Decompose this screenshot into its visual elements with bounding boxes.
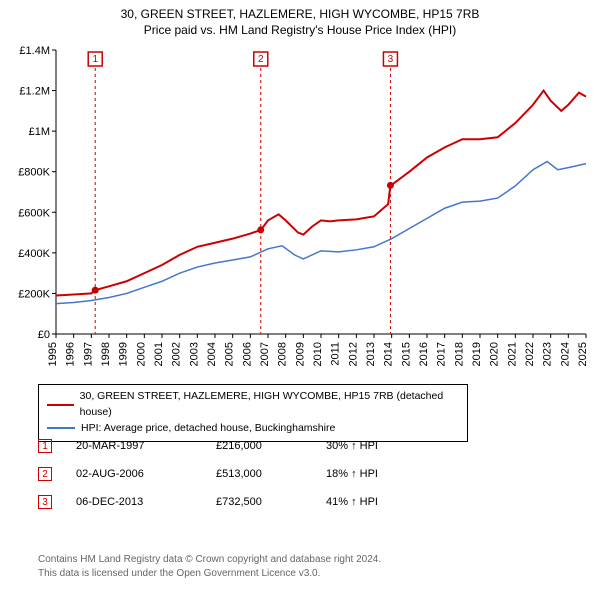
- svg-text:1998: 1998: [100, 342, 112, 366]
- svg-text:1: 1: [92, 54, 98, 65]
- svg-text:2012: 2012: [347, 342, 359, 366]
- svg-text:£1.4M: £1.4M: [19, 45, 50, 57]
- svg-text:2004: 2004: [206, 342, 218, 366]
- svg-text:2025: 2025: [577, 342, 589, 366]
- transaction-marker-icon: 2: [38, 467, 52, 481]
- svg-text:2007: 2007: [259, 342, 271, 366]
- chart-svg: £0 £200K £400K £600K £800K £1M £1.2M £1.4M 1995 1…: [8, 44, 592, 376]
- svg-text:£800K: £800K: [18, 167, 50, 179]
- legend-swatch-price-paid: [47, 404, 74, 406]
- svg-text:£1M: £1M: [29, 126, 50, 138]
- footer-line-2: This data is licensed under the Open Gov…: [38, 567, 381, 581]
- svg-text:2005: 2005: [224, 342, 236, 366]
- footer-attribution: Contains HM Land Registry data © Crown c…: [38, 553, 381, 580]
- svg-text:2002: 2002: [171, 342, 183, 366]
- svg-text:2010: 2010: [312, 342, 324, 366]
- transaction-date: 20-MAR-1997: [76, 440, 216, 452]
- svg-text:2017: 2017: [436, 342, 448, 366]
- transaction-pct-hpi: 18% ↑ HPI: [326, 468, 426, 480]
- svg-text:2003: 2003: [188, 342, 200, 366]
- svg-text:2018: 2018: [453, 342, 465, 366]
- transaction-marker-icon: 1: [38, 439, 52, 453]
- svg-text:2023: 2023: [542, 342, 554, 366]
- svg-text:2015: 2015: [400, 342, 412, 366]
- transaction-date: 06-DEC-2013: [76, 496, 216, 508]
- legend-label-price-paid: 30, GREEN STREET, HAZLEMERE, HIGH WYCOMB…: [80, 389, 459, 421]
- svg-text:£400K: £400K: [18, 248, 50, 260]
- svg-text:2014: 2014: [383, 342, 395, 366]
- footer-line-1: Contains HM Land Registry data © Crown c…: [38, 553, 381, 567]
- svg-text:1997: 1997: [82, 342, 94, 366]
- svg-text:2001: 2001: [153, 342, 165, 366]
- svg-text:2019: 2019: [471, 342, 483, 366]
- chart-area: £0 £200K £400K £600K £800K £1M £1.2M £1.4M 1995 1…: [8, 44, 592, 376]
- title-line-2: Price paid vs. HM Land Registry's House …: [0, 22, 600, 38]
- transaction-price: £732,500: [216, 496, 326, 508]
- svg-text:£0: £0: [38, 329, 50, 341]
- svg-text:3: 3: [388, 54, 394, 65]
- svg-text:2016: 2016: [418, 342, 430, 366]
- table-row: 2 02-AUG-2006 £513,000 18% ↑ HPI: [38, 460, 426, 488]
- svg-text:1996: 1996: [65, 342, 77, 366]
- svg-text:1999: 1999: [118, 342, 130, 366]
- svg-text:2009: 2009: [294, 342, 306, 366]
- title-line-1: 30, GREEN STREET, HAZLEMERE, HIGH WYCOMB…: [0, 6, 600, 22]
- svg-text:2024: 2024: [559, 342, 571, 366]
- transaction-table: 1 20-MAR-1997 £216,000 30% ↑ HPI 2 02-AU…: [38, 432, 426, 516]
- transaction-price: £513,000: [216, 468, 326, 480]
- chart-title-block: 30, GREEN STREET, HAZLEMERE, HIGH WYCOMB…: [0, 0, 600, 38]
- svg-text:2021: 2021: [506, 342, 518, 366]
- table-row: 1 20-MAR-1997 £216,000 30% ↑ HPI: [38, 432, 426, 460]
- transaction-date: 02-AUG-2006: [76, 468, 216, 480]
- transaction-pct-hpi: 41% ↑ HPI: [326, 496, 426, 508]
- svg-text:2000: 2000: [135, 342, 147, 366]
- transaction-pct-hpi: 30% ↑ HPI: [326, 440, 426, 452]
- transaction-marker-icon: 3: [38, 495, 52, 509]
- legend-row-price-paid: 30, GREEN STREET, HAZLEMERE, HIGH WYCOMB…: [47, 389, 459, 421]
- svg-text:2006: 2006: [241, 342, 253, 366]
- svg-text:£600K: £600K: [18, 207, 50, 219]
- svg-text:2: 2: [258, 54, 264, 65]
- svg-text:£1.2M: £1.2M: [19, 86, 50, 98]
- svg-text:£200K: £200K: [18, 288, 50, 300]
- svg-text:2022: 2022: [524, 342, 536, 366]
- svg-text:1995: 1995: [47, 342, 59, 366]
- svg-text:2011: 2011: [330, 342, 342, 366]
- legend-swatch-hpi: [47, 427, 75, 429]
- svg-text:2013: 2013: [365, 342, 377, 366]
- svg-text:2008: 2008: [277, 342, 289, 366]
- svg-text:2020: 2020: [489, 342, 501, 366]
- transaction-price: £216,000: [216, 440, 326, 452]
- table-row: 3 06-DEC-2013 £732,500 41% ↑ HPI: [38, 488, 426, 516]
